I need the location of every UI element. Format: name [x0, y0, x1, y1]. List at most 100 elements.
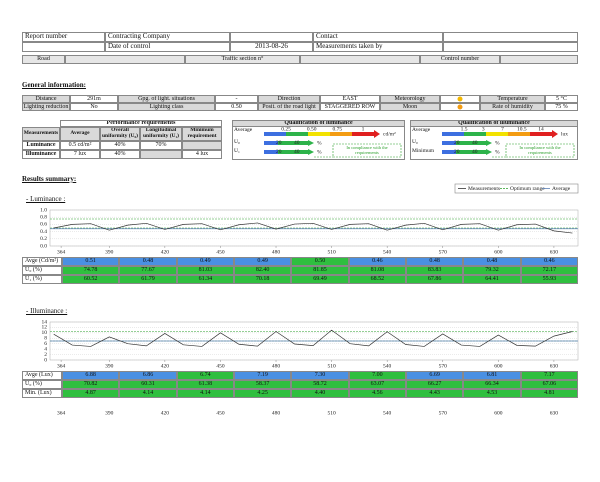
table-cell	[440, 95, 480, 103]
table-cell	[440, 103, 480, 111]
table-cell: Traffic section n°	[185, 55, 300, 64]
y-tick-label: 0.2	[40, 236, 47, 242]
value-cell: 0.49	[176, 257, 234, 266]
value-cell: 4.14	[119, 389, 177, 398]
y-tick-label: 0.6	[40, 222, 47, 228]
value-cell: 4.87	[62, 389, 120, 398]
value-cell: 61.79	[119, 275, 177, 284]
x-tick-label: 630	[550, 410, 559, 416]
y-tick-label: 1.0	[40, 207, 47, 213]
table-cell: Contact	[313, 32, 443, 42]
note: In compliance with the requirements	[519, 145, 561, 155]
value-cell: 4.43	[406, 389, 464, 398]
value-cell: 6.86	[119, 371, 177, 380]
table-cell	[500, 55, 578, 64]
row-label: U₀ (%)	[22, 266, 62, 275]
table-cell: Report number	[22, 32, 105, 42]
value-cell: 4.53	[463, 389, 521, 398]
value-cell: 0.50	[291, 257, 349, 266]
y-tick-label: 0.0	[40, 243, 47, 249]
value-cell: 0.48	[406, 257, 464, 266]
value-cell: 7.30	[291, 371, 349, 380]
section-title: Results summary:	[22, 175, 77, 183]
value-cell: 0.49	[234, 257, 292, 266]
table-cell	[140, 150, 182, 159]
legend-box	[454, 183, 579, 194]
x-tick-label: 364	[57, 410, 66, 416]
value-cell: 4.40	[291, 389, 349, 398]
table-cell: Measurements	[22, 127, 60, 141]
x-tick-label: 364	[57, 249, 66, 255]
value-cell: 70.82	[62, 380, 120, 389]
table-cell: Lighting class	[118, 103, 215, 111]
value-cell: 81.03	[176, 266, 234, 275]
table-cell: Lighting reduction	[22, 103, 70, 111]
table-cell: Moon	[380, 103, 440, 111]
y-tick-label: 6	[44, 341, 47, 347]
value-cell: 63.07	[348, 380, 406, 389]
table-cell	[300, 55, 420, 64]
table-cell: Illuminance	[22, 150, 60, 159]
y-tick-label: 0.8	[40, 214, 47, 220]
x-tick-label: 600	[494, 249, 503, 255]
value-cell: 60.52	[62, 275, 120, 284]
y-tick-label: 2	[44, 352, 47, 358]
value-cell: 0.46	[520, 257, 578, 266]
value-cell: 0.46	[348, 257, 406, 266]
table-cell: Average	[60, 127, 100, 141]
x-tick-label: 480	[272, 363, 281, 369]
value-cell: 64.41	[463, 275, 521, 284]
value-cell: 77.67	[119, 266, 177, 275]
value-cell: 69.49	[291, 275, 349, 284]
value-cell: 7.00	[348, 371, 406, 380]
value-cell: 4.81	[520, 389, 578, 398]
value-cell: 81.85	[291, 266, 349, 275]
x-tick-label: 450	[216, 363, 225, 369]
x-tick-label: 570	[439, 363, 448, 369]
measurement-line	[53, 329, 573, 347]
value-cell: 58.37	[234, 380, 292, 389]
value-cell: 55.93	[520, 275, 578, 284]
legend-label: Measurements	[468, 186, 500, 192]
table-cell: 0.5 cd/m²	[60, 141, 100, 150]
value-cell: 67.06	[520, 380, 578, 389]
value-cell: 68.52	[348, 275, 406, 284]
table-cell: 75 %	[545, 103, 578, 111]
section-title: General information:	[22, 81, 86, 89]
y-tick-label: 10	[42, 330, 48, 336]
x-tick-label: 480	[272, 410, 281, 416]
table-cell: Overall uniformity (U₀)	[100, 127, 140, 141]
table-cell: 40%	[100, 141, 140, 150]
table-cell	[22, 42, 105, 52]
table-cell	[443, 42, 578, 52]
x-tick-label: 540	[383, 249, 392, 255]
y-tick-label: 0.4	[40, 229, 47, 235]
table-cell: Temperature	[480, 95, 545, 103]
value-cell: 81.08	[348, 266, 406, 275]
table-cell: -	[215, 95, 258, 103]
value-cell: 6.88	[62, 371, 120, 380]
x-tick-label: 450	[216, 410, 225, 416]
table-cell: Direction	[258, 95, 320, 103]
table-cell: 291m	[70, 95, 118, 103]
value-cell: 0.48	[463, 257, 521, 266]
table-cell: 40%	[100, 150, 140, 159]
table-cell: 2013-08-26	[230, 42, 313, 52]
x-tick-label: 600	[494, 363, 503, 369]
x-tick-label: 570	[439, 410, 448, 416]
value-cell: 6.69	[406, 371, 464, 380]
value-cell: 82.40	[234, 266, 292, 275]
value-cell: 70.18	[234, 275, 292, 284]
y-tick-label: 4	[44, 346, 47, 352]
chart-title: - Illuminance :	[26, 307, 68, 315]
table-cell: 0.50	[215, 103, 258, 111]
row-label: Average	[412, 127, 431, 134]
row-label: U₀ (%)	[22, 380, 62, 389]
table-cell: Luminance	[22, 141, 60, 150]
table-cell: EAST	[320, 95, 380, 103]
table-cell: 5 °C	[545, 95, 578, 103]
value-cell: 72.17	[520, 266, 578, 275]
x-tick-label: 420	[161, 249, 170, 255]
